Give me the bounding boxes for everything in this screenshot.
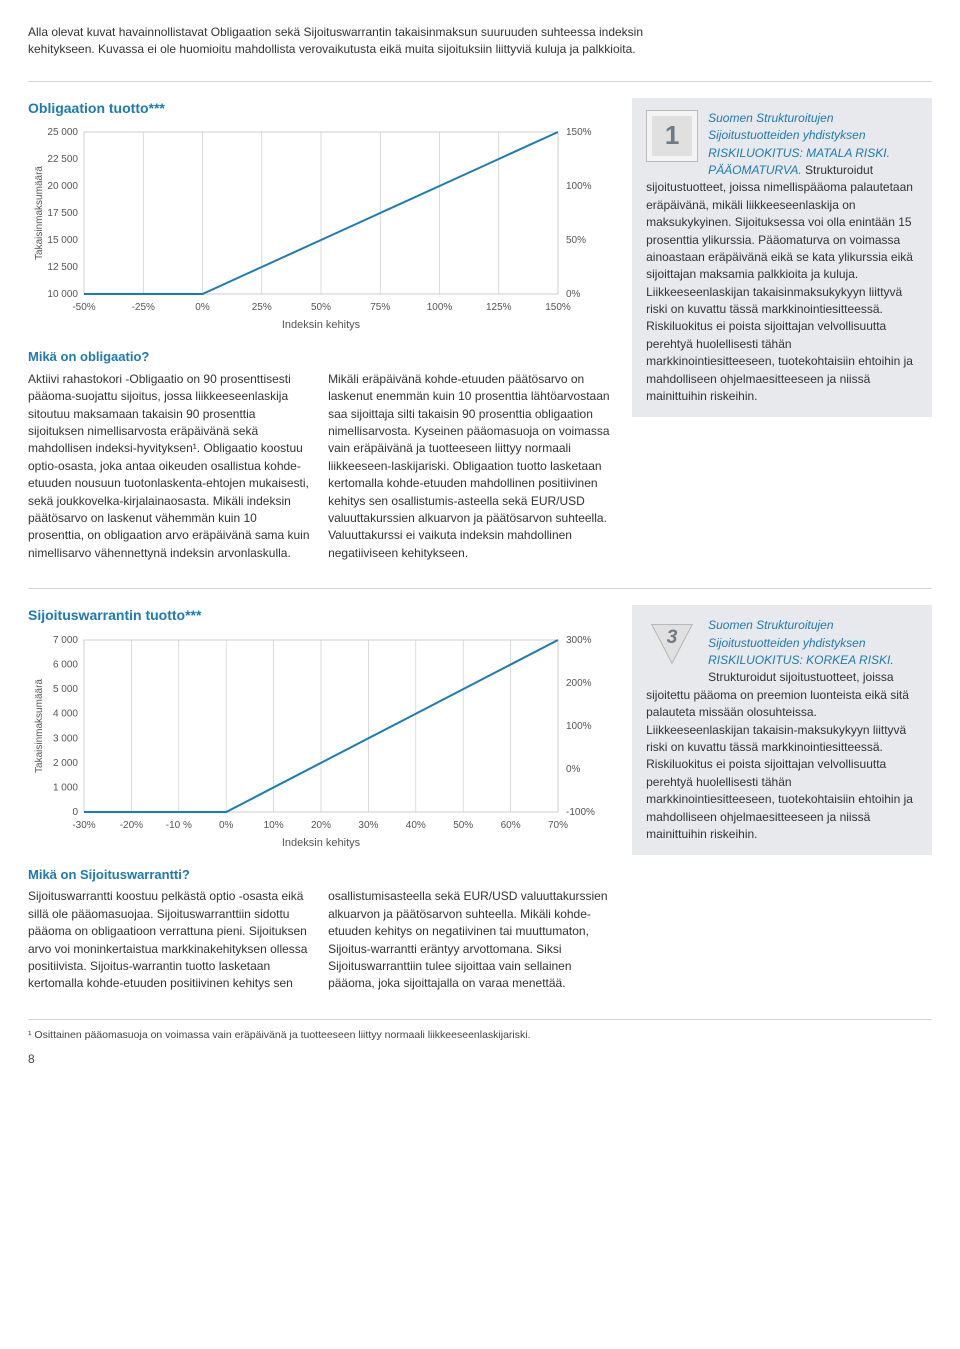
svg-text:60%: 60% <box>501 820 521 831</box>
chart2-title: Sijoituswarrantin tuotto*** <box>28 605 610 625</box>
chart1: -50% -25% 0% 25% 50% 75% 100% 125% 150% 25 000 22 … <box>28 124 610 334</box>
svg-text:-100%: -100% <box>566 807 595 818</box>
sijoitus-subtitle: Mikä on Sijoituswarrantti? <box>28 866 610 885</box>
obligaatio-subtitle: Mikä on obligaatio? <box>28 348 610 367</box>
svg-text:-30%: -30% <box>72 820 95 831</box>
svg-text:0%: 0% <box>566 764 581 775</box>
sidebar1-body: Strukturoidut sijoitustuotteet, joissa n… <box>646 163 913 403</box>
sidebar2-body: Strukturoidut sijoitustuotteet, joissa s… <box>646 670 913 841</box>
svg-text:0%: 0% <box>219 820 234 831</box>
section-obligaatio: Obligaation tuotto*** -50% -25% 0% 25% 50% 75… <box>28 81 932 562</box>
svg-text:Indeksin kehitys: Indeksin kehitys <box>282 837 361 849</box>
svg-text:3 000: 3 000 <box>53 733 78 744</box>
risk-number-3: 3 <box>667 626 678 648</box>
sidebar-risk-1: 1 Suomen Strukturoitujen Sijoitustuottei… <box>632 98 932 418</box>
svg-text:50%: 50% <box>453 820 473 831</box>
svg-text:200%: 200% <box>566 678 592 689</box>
svg-text:150%: 150% <box>566 127 592 138</box>
svg-text:40%: 40% <box>406 820 426 831</box>
svg-text:22 500: 22 500 <box>47 154 78 165</box>
svg-text:2 000: 2 000 <box>53 757 78 768</box>
risk-icon-3: 3 <box>646 617 698 669</box>
svg-text:-50%: -50% <box>72 302 95 313</box>
svg-text:100%: 100% <box>566 181 592 192</box>
svg-text:50%: 50% <box>566 235 586 246</box>
svg-text:Takaisinmaksumäärä: Takaisinmaksumäärä <box>34 678 45 772</box>
svg-text:75%: 75% <box>370 302 390 313</box>
svg-text:70%: 70% <box>548 820 568 831</box>
intro-text: Alla olevat kuvat havainnollistavat Obli… <box>28 24 648 59</box>
svg-text:125%: 125% <box>486 302 512 313</box>
svg-text:-20%: -20% <box>120 820 143 831</box>
svg-text:15 000: 15 000 <box>47 235 78 246</box>
sijoitus-text-left: Sijoituswarrantti koostuu pelkästä optio… <box>28 888 310 992</box>
svg-text:-10 %: -10 % <box>166 820 192 831</box>
svg-text:50%: 50% <box>311 302 331 313</box>
svg-text:-25%: -25% <box>132 302 155 313</box>
risk-icon-1: 1 <box>646 110 698 162</box>
svg-text:6 000: 6 000 <box>53 659 78 670</box>
sidebar-risk-2: 3 Suomen Strukturoitujen Sijoitustuottei… <box>632 605 932 855</box>
svg-text:100%: 100% <box>427 302 453 313</box>
svg-text:7 000: 7 000 <box>53 635 78 646</box>
svg-text:5 000: 5 000 <box>53 684 78 695</box>
sijoitus-text-right: osallistumisasteella sekä EUR/USD valuut… <box>328 888 610 992</box>
chart1-title: Obligaation tuotto*** <box>28 98 610 118</box>
svg-text:20 000: 20 000 <box>47 181 78 192</box>
svg-text:1 000: 1 000 <box>53 782 78 793</box>
footnote: ¹ Osittainen pääomasuoja on voimassa vai… <box>28 1019 932 1043</box>
risk-number-1: 1 <box>665 117 679 155</box>
svg-text:150%: 150% <box>545 302 571 313</box>
svg-text:Takaisinmaksumäärä: Takaisinmaksumäärä <box>34 166 45 260</box>
svg-text:0%: 0% <box>566 289 581 300</box>
chart2: -30% -20% -10 % 0% 10% 20% 30% 40% 50% 60% 70% 7 00… <box>28 632 610 852</box>
page-number: 8 <box>28 1051 932 1068</box>
sidebar2-lead: Suomen Strukturoitujen Sijoitustuotteide… <box>708 618 894 667</box>
svg-text:4 000: 4 000 <box>53 708 78 719</box>
svg-text:0: 0 <box>72 807 78 818</box>
svg-text:10%: 10% <box>264 820 284 831</box>
svg-text:0%: 0% <box>195 302 210 313</box>
svg-text:25%: 25% <box>252 302 272 313</box>
svg-text:300%: 300% <box>566 635 592 646</box>
svg-text:17 500: 17 500 <box>47 208 78 219</box>
obligaatio-text-right: Mikäli eräpäivänä kohde-etuuden päätösar… <box>328 371 610 562</box>
svg-text:12 500: 12 500 <box>47 262 78 273</box>
svg-text:30%: 30% <box>358 820 378 831</box>
section-warrantti: Sijoituswarrantin tuotto*** -30% -20% -10 … <box>28 589 932 992</box>
obligaatio-text-left: Aktiivi rahastokori -Obligaatio on 90 pr… <box>28 371 310 562</box>
svg-text:25 000: 25 000 <box>47 127 78 138</box>
svg-text:20%: 20% <box>311 820 331 831</box>
svg-text:100%: 100% <box>566 721 592 732</box>
svg-text:10 000: 10 000 <box>47 289 78 300</box>
svg-text:Indeksin kehitys: Indeksin kehitys <box>282 319 361 331</box>
